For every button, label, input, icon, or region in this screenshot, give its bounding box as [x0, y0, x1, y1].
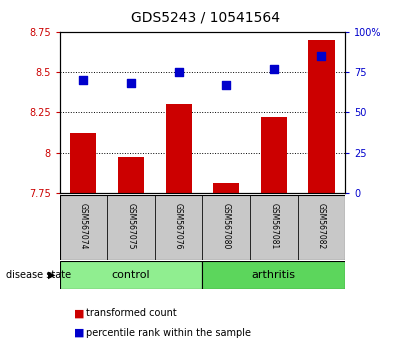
- Text: ■: ■: [74, 328, 85, 338]
- Bar: [202, 195, 250, 260]
- Text: GSM567080: GSM567080: [222, 203, 231, 249]
- Text: arthritis: arthritis: [252, 270, 296, 280]
- Text: GSM567074: GSM567074: [79, 203, 88, 249]
- Bar: [60, 195, 107, 260]
- Point: [270, 66, 277, 72]
- Bar: [155, 195, 202, 260]
- Bar: [308, 40, 335, 193]
- Bar: [166, 104, 192, 193]
- Text: GSM567082: GSM567082: [317, 203, 326, 249]
- Text: ■: ■: [74, 308, 85, 318]
- Text: GSM567076: GSM567076: [174, 203, 183, 249]
- Bar: [213, 183, 239, 193]
- Bar: [60, 261, 202, 289]
- Text: GSM567081: GSM567081: [269, 203, 278, 249]
- Bar: [107, 195, 155, 260]
- Text: transformed count: transformed count: [86, 308, 177, 318]
- Bar: [118, 158, 144, 193]
- Bar: [202, 261, 345, 289]
- Bar: [250, 195, 298, 260]
- Point: [80, 78, 87, 83]
- Point: [128, 81, 134, 86]
- Text: percentile rank within the sample: percentile rank within the sample: [86, 328, 251, 338]
- Text: disease state: disease state: [6, 270, 71, 280]
- Point: [223, 82, 229, 88]
- Point: [175, 69, 182, 75]
- Bar: [298, 195, 345, 260]
- Point: [318, 53, 325, 59]
- Bar: [70, 133, 97, 193]
- Bar: [261, 117, 287, 193]
- Text: control: control: [112, 270, 150, 280]
- Text: GSM567075: GSM567075: [127, 203, 136, 249]
- Text: GDS5243 / 10541564: GDS5243 / 10541564: [131, 11, 280, 25]
- Text: ▶: ▶: [48, 270, 55, 280]
